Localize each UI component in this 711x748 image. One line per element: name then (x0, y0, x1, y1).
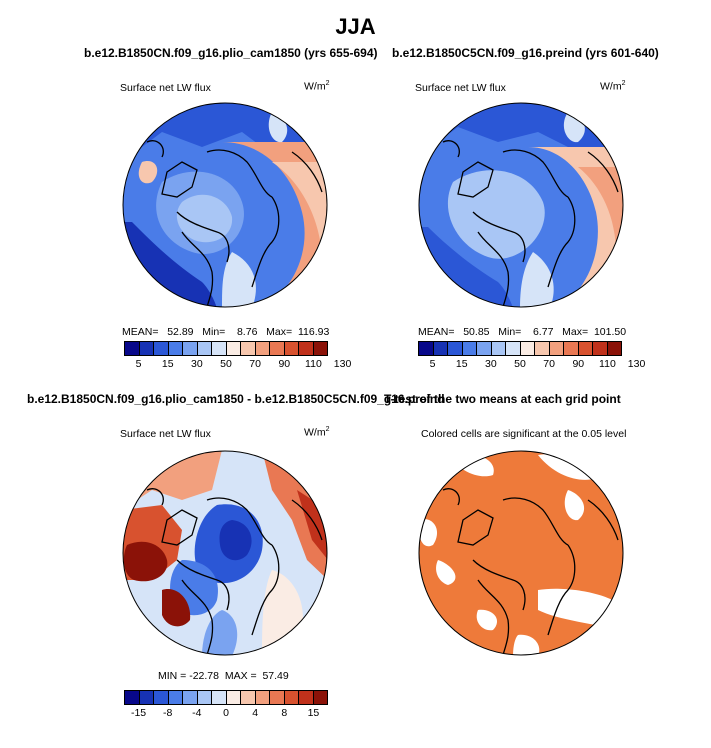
colorbar-swatch (183, 342, 198, 355)
colorbar-swatch (212, 691, 227, 704)
colorbar-swatches (418, 341, 622, 356)
polar-map-bottom-left (122, 450, 328, 656)
variable-label-top-right: Surface net LW flux (415, 82, 506, 94)
polar-map-top-left (122, 102, 328, 308)
colorbar-tick-label: 30 (485, 358, 497, 370)
colorbar-tick-label: 110 (599, 358, 616, 370)
colorbar-swatch (313, 342, 327, 355)
colorbar-swatch (168, 342, 183, 355)
colorbar-swatch (212, 342, 227, 355)
colorbar-swatch (197, 342, 212, 355)
colorbar-swatch (299, 691, 314, 704)
unit-label-top-left: W/m2 (304, 80, 330, 93)
colorbar-swatch (154, 691, 169, 704)
colorbar-swatch (125, 342, 140, 355)
colorbar-ticks: 5 15 30 50 70 90 110 130 (418, 358, 646, 372)
colorbar-swatch (433, 342, 448, 355)
variable-label-bottom-left: Surface net LW flux (120, 428, 211, 440)
colorbar-tick-label: 5 (135, 358, 142, 370)
colorbar-tick-label: 110 (305, 358, 322, 370)
colorbar-tick-label: 90 (572, 358, 585, 370)
colorbar-swatch (299, 342, 314, 355)
colorbar-swatch (139, 342, 154, 355)
colorbar-tick-label: 70 (543, 358, 555, 370)
colorbar-swatch (125, 691, 140, 704)
colorbar-swatch (313, 691, 327, 704)
colorbar-tick-label: 50 (220, 358, 232, 370)
colorbar-swatches (124, 341, 328, 356)
colorbar-swatch (419, 342, 434, 355)
colorbar-ticks: 5 15 30 50 70 90 110 130 (124, 358, 352, 372)
polar-map-bottom-right (418, 450, 624, 656)
colorbar-swatch (197, 691, 212, 704)
colorbar-tick-label: 8 (281, 707, 288, 719)
colorbar-swatch (241, 342, 256, 355)
colorbar-swatch (477, 342, 492, 355)
stats-top-right: MEAN= 50.85 Min= 6.77 Max= 101.50 (418, 326, 627, 338)
colorbar-swatch (154, 342, 169, 355)
colorbar-tick-label: 130 (627, 358, 646, 370)
colorbar-tick-label: -15 (130, 707, 147, 719)
colorbar-tick-label: 30 (191, 358, 203, 370)
colorbar-bottom-left: -15 -8 -4 0 4 8 15 (124, 690, 328, 719)
colorbar-swatch (168, 691, 183, 704)
colorbar-swatch (607, 342, 621, 355)
colorbar-top-left: 5 15 30 50 70 90 110 130 (124, 341, 351, 370)
colorbar-swatch (255, 342, 270, 355)
colorbar-swatch (226, 342, 241, 355)
colorbar-tick-label: 90 (278, 358, 291, 370)
colorbar-swatch (226, 691, 241, 704)
colorbar-top-right: 5 15 30 50 70 90 110 130 (418, 341, 645, 370)
colorbar-tick-label: -8 (163, 707, 173, 719)
colorbar-tick-label: 15 (307, 707, 320, 719)
colorbar-tick-label: 70 (249, 358, 261, 370)
colorbar-swatch (270, 691, 285, 704)
colorbar-tick-label: -4 (192, 707, 202, 719)
colorbar-tick-label: 15 (161, 358, 174, 370)
colorbar-swatch (520, 342, 535, 355)
polar-map-top-right (418, 102, 624, 308)
colorbar-swatch (564, 342, 579, 355)
colorbar-tick-label: 130 (333, 358, 352, 370)
colorbar-swatch (448, 342, 463, 355)
unit-label-bottom-left: W/m2 (304, 426, 330, 439)
colorbar-swatch (462, 342, 477, 355)
colorbar-swatch (270, 342, 285, 355)
colorbar-tick-label: 15 (455, 358, 468, 370)
significance-note: Colored cells are significant at the 0.0… (421, 428, 627, 440)
panel-title-top-left: b.e12.B1850CN.f09_g16.plio_cam1850 (yrs … (84, 46, 378, 60)
colorbar-tick-label: 5 (429, 358, 436, 370)
colorbar-swatch (284, 342, 299, 355)
panel-title-bottom-right: T-test of the two means at each grid poi… (384, 392, 621, 406)
variable-label-top-left: Surface net LW flux (120, 82, 211, 94)
stats-bottom-left: MIN = -22.78 MAX = 57.49 (158, 670, 289, 682)
colorbar-swatch (549, 342, 564, 355)
colorbar-swatch (593, 342, 608, 355)
colorbar-ticks: -15 -8 -4 0 4 8 15 (124, 707, 328, 721)
colorbar-swatch (535, 342, 550, 355)
colorbar-tick-label: 0 (223, 707, 229, 719)
colorbar-tick-label: 50 (514, 358, 526, 370)
stats-top-left: MEAN= 52.89 Min= 8.76 Max= 116.93 (122, 326, 330, 338)
figure-title: JJA (335, 14, 376, 39)
colorbar-swatch (139, 691, 154, 704)
panel-title-top-right: b.e12.B1850C5CN.f09_g16.preind (yrs 601-… (392, 46, 659, 60)
colorbar-swatch (578, 342, 593, 355)
colorbar-swatches (124, 690, 328, 705)
colorbar-swatch (491, 342, 506, 355)
colorbar-swatch (183, 691, 198, 704)
unit-label-top-right: W/m2 (600, 80, 626, 93)
colorbar-swatch (241, 691, 256, 704)
colorbar-swatch (284, 691, 299, 704)
colorbar-tick-label: 4 (252, 707, 259, 719)
panel-title-bottom-left: b.e12.B1850CN.f09_g16.plio_cam1850 - b.e… (27, 392, 445, 406)
colorbar-swatch (506, 342, 521, 355)
colorbar-swatch (255, 691, 270, 704)
